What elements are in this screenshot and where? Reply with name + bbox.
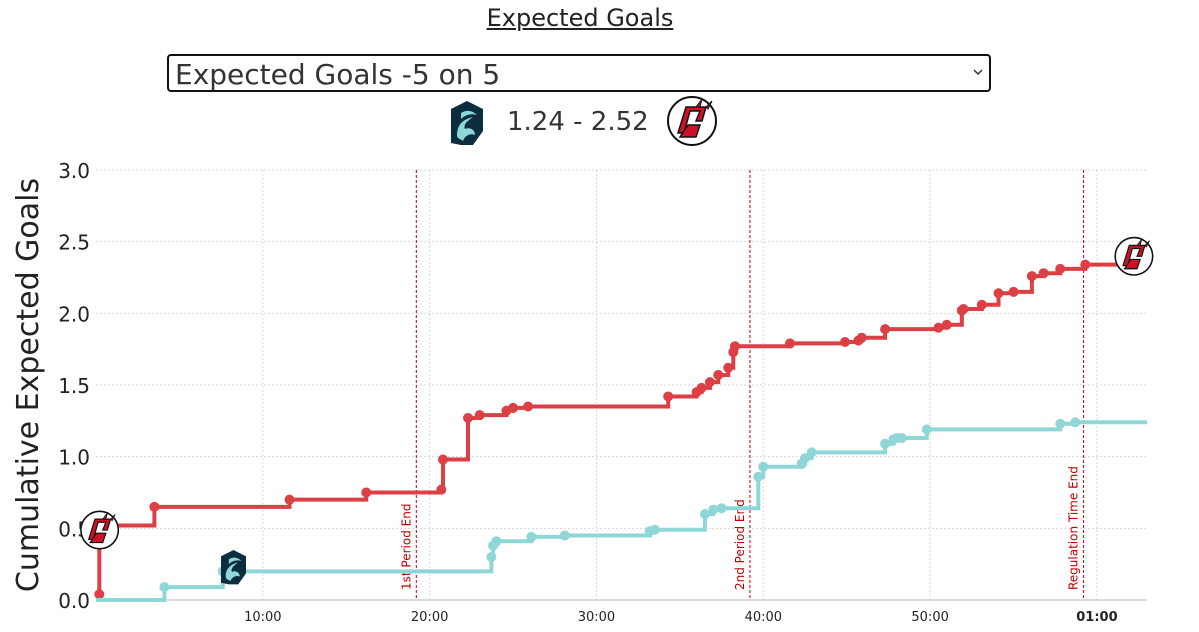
away-shot-marker: [708, 504, 719, 515]
away-shot-marker: [526, 531, 537, 542]
home-shot-marker: [856, 332, 867, 343]
devils-logo-letter: [1122, 244, 1146, 267]
chart-series: [94, 259, 1147, 602]
away-shot-marker: [806, 447, 817, 458]
away-shot-marker: [921, 424, 932, 435]
home-shot-marker: [729, 341, 740, 352]
home-shot-marker: [149, 501, 160, 512]
home-shot-marker: [1080, 259, 1091, 270]
home-shot-marker: [361, 487, 372, 498]
away-shot-marker: [559, 530, 570, 541]
period-end-label: 2nd Period End: [733, 499, 747, 590]
home-shot-marker: [713, 369, 724, 380]
home-shot-marker: [784, 338, 795, 349]
x-tick-label: 20:00: [411, 610, 448, 625]
page-title: Expected Goals: [486, 4, 674, 32]
away-shot-marker: [1070, 417, 1081, 428]
y-tick-label: 2.0: [58, 302, 90, 326]
home-shot-marker: [993, 288, 1004, 299]
y-tick-label: 2.5: [58, 231, 90, 255]
xg-chart: 1st Period End 2nd Period End Regulation T…: [11, 159, 1154, 625]
home-shot-marker: [958, 304, 969, 315]
away-shot-marker: [699, 509, 710, 519]
metric-select[interactable]: Expected Goals -5 on 5: [167, 54, 991, 92]
score-text: 1.24 - 2.52: [507, 107, 649, 137]
x-tick-label: 40:00: [745, 610, 782, 625]
devils-logo-start-icon: [80, 510, 120, 550]
kraken-logo-top: [228, 557, 242, 565]
home-shot-marker: [1008, 286, 1019, 297]
home-shot-marker: [1026, 271, 1037, 282]
devils-logo-letter: [87, 518, 112, 540]
away-shot-marker: [758, 461, 769, 472]
period-end-label: Regulation Time End: [1067, 466, 1081, 590]
home-shot-marker: [941, 319, 952, 330]
away-shot-marker: [1055, 418, 1066, 429]
chart-grid: [96, 169, 1147, 601]
home-shot-marker: [463, 412, 474, 423]
away-shot-marker: [486, 552, 497, 562]
devils-logo-horns: [1136, 238, 1150, 248]
kraken-logo-shield: [221, 550, 246, 585]
home-shot-marker: [508, 402, 519, 413]
devils-logo-horns: [101, 512, 116, 522]
away-shot-marker: [491, 536, 502, 547]
devils-logo-tail: [1123, 258, 1141, 270]
home-shot-marker: [284, 494, 295, 505]
y-axis-label: Cumulative Expected Goals: [11, 178, 46, 592]
home-shot-marker: [1038, 268, 1049, 279]
away-shot-marker: [649, 524, 660, 535]
away-shot-marker: [880, 438, 891, 449]
score-summary: 1.24 - 2.52: [0, 95, 1160, 151]
home-shot-marker: [1055, 263, 1066, 274]
series-logos: [80, 236, 1154, 585]
home-shot-marker: [704, 377, 715, 388]
away-shot-marker: [800, 453, 811, 464]
y-tick-label: 0.0: [58, 589, 90, 613]
period-end-label: 1st Period End: [399, 504, 413, 590]
x-tick-label: 30:00: [578, 610, 615, 625]
away-shot-marker: [716, 503, 727, 514]
home-shot-marker: [437, 454, 448, 465]
away-shot-marker: [753, 471, 764, 482]
home-shot-marker: [436, 484, 447, 495]
away-shot-marker: [159, 582, 170, 593]
away-shot-marker: [896, 433, 907, 444]
home-shot-marker: [523, 401, 534, 412]
home-shot-marker: [723, 362, 734, 373]
home-shot-marker: [696, 382, 707, 393]
chart-axes: 0.00.51.01.52.02.53.010:00 20:00 30:00 40:0…: [58, 159, 1117, 625]
x-tick-label: 50:00: [911, 610, 948, 625]
home-shot-marker: [474, 410, 485, 421]
home-shot-marker: [933, 322, 944, 333]
chevron-down-icon: [973, 69, 983, 76]
kraken-logo-s: [225, 562, 240, 582]
home-shot-marker: [663, 391, 674, 402]
kraken-logo-icon: [451, 101, 483, 145]
devils-logo-icon: [667, 96, 717, 146]
y-tick-label: 1.5: [58, 374, 90, 398]
away-series-line: [96, 420, 1147, 602]
kraken-logo-start-icon: [221, 550, 246, 585]
metric-select-value: Expected Goals -5 on 5: [175, 58, 501, 91]
y-tick-label: 1.0: [58, 446, 90, 470]
x-tick-label: 01:00: [1076, 610, 1117, 625]
devils-logo-end-icon: [1114, 236, 1154, 276]
y-tick-label: 3.0: [58, 159, 90, 183]
home-shot-marker: [840, 337, 851, 347]
home-shot-marker: [976, 299, 987, 310]
home-shot-marker: [880, 324, 891, 335]
home-shot-marker: [94, 589, 105, 600]
period-annotations: 1st Period End 2nd Period End Regulation T…: [399, 170, 1085, 600]
x-tick-label: 10:00: [244, 610, 281, 625]
devils-logo-tail: [89, 532, 107, 544]
